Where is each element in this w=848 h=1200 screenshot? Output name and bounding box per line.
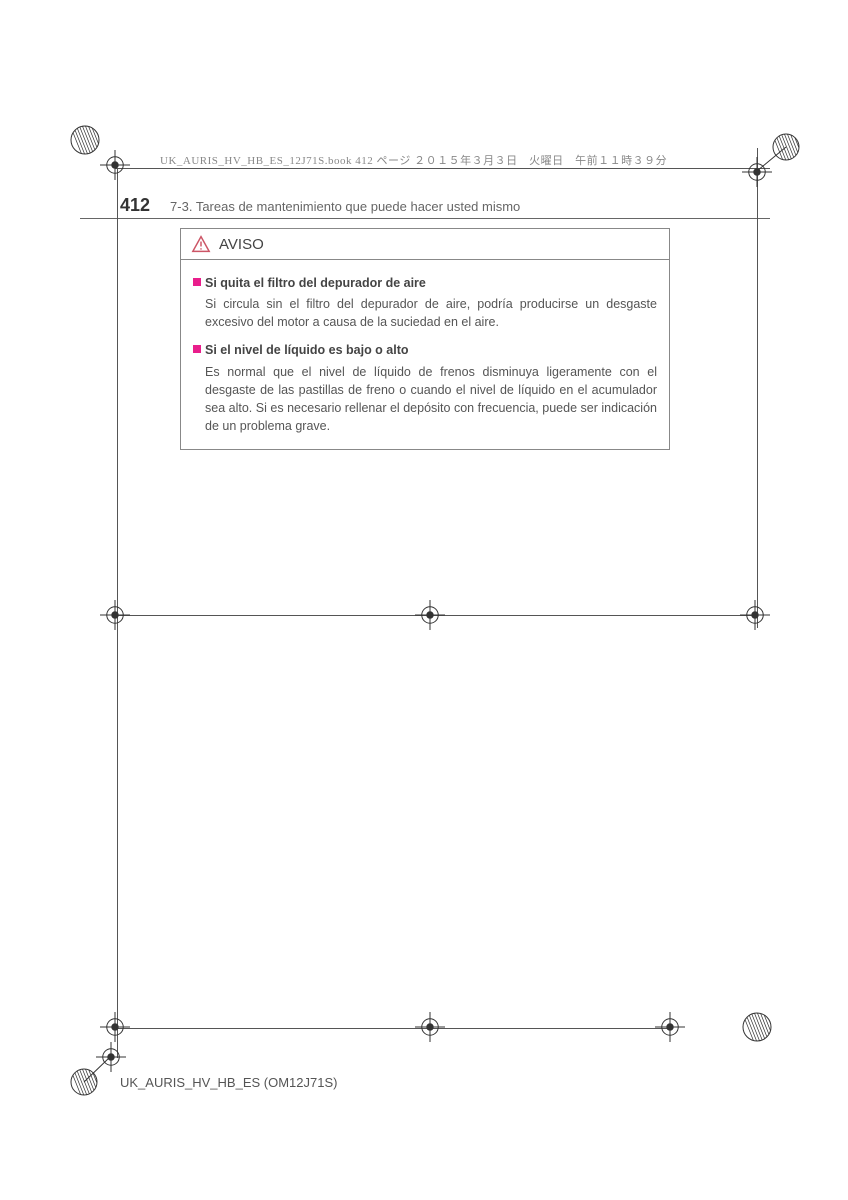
- crop-line: [115, 168, 770, 169]
- registration-mark-icon: [100, 600, 130, 635]
- warning-item-text: Es normal que el nivel de líquido de fre…: [205, 363, 657, 436]
- warning-item-title: Si quita el filtro del depurador de aire: [205, 274, 426, 292]
- registration-mark-icon: [70, 1042, 130, 1107]
- crop-line: [757, 148, 758, 628]
- registration-mark-icon: [742, 133, 802, 198]
- header-rule: [80, 218, 770, 219]
- warning-box: AVISO Si quita el filtro del depurador d…: [180, 228, 670, 450]
- registration-mark-icon: [742, 1012, 772, 1047]
- crop-line: [115, 1028, 670, 1029]
- page-header: 412 7-3. Tareas de mantenimiento que pue…: [120, 195, 768, 216]
- warning-title: AVISO: [219, 236, 264, 253]
- warning-item-title: Si el nivel de líquido es bajo o alto: [205, 341, 409, 359]
- page-number: 412: [120, 195, 150, 216]
- section-title: 7-3. Tareas de mantenimiento que puede h…: [170, 199, 520, 214]
- warning-item-heading: Si el nivel de líquido es bajo o alto: [193, 341, 657, 359]
- registration-mark-icon: [100, 150, 130, 185]
- registration-mark-icon: [415, 1012, 445, 1047]
- registration-mark-icon: [740, 600, 770, 635]
- registration-mark-icon: [655, 1012, 685, 1047]
- warning-item-heading: Si quita el filtro del depurador de aire: [193, 274, 657, 292]
- bullet-icon: [193, 345, 201, 353]
- registration-mark-icon: [70, 125, 100, 160]
- warning-item-text: Si circula sin el filtro del depurador d…: [205, 295, 657, 331]
- warning-body: Si quita el filtro del depurador de aire…: [181, 260, 669, 449]
- print-meta-text: UK_AURIS_HV_HB_ES_12J71S.book 412 ページ ２０…: [160, 152, 667, 168]
- registration-mark-icon: [415, 600, 445, 635]
- bullet-icon: [193, 278, 201, 286]
- warning-triangle-icon: [191, 235, 211, 253]
- footer-text: UK_AURIS_HV_HB_ES (OM12J71S): [120, 1075, 337, 1090]
- warning-header: AVISO: [181, 229, 669, 260]
